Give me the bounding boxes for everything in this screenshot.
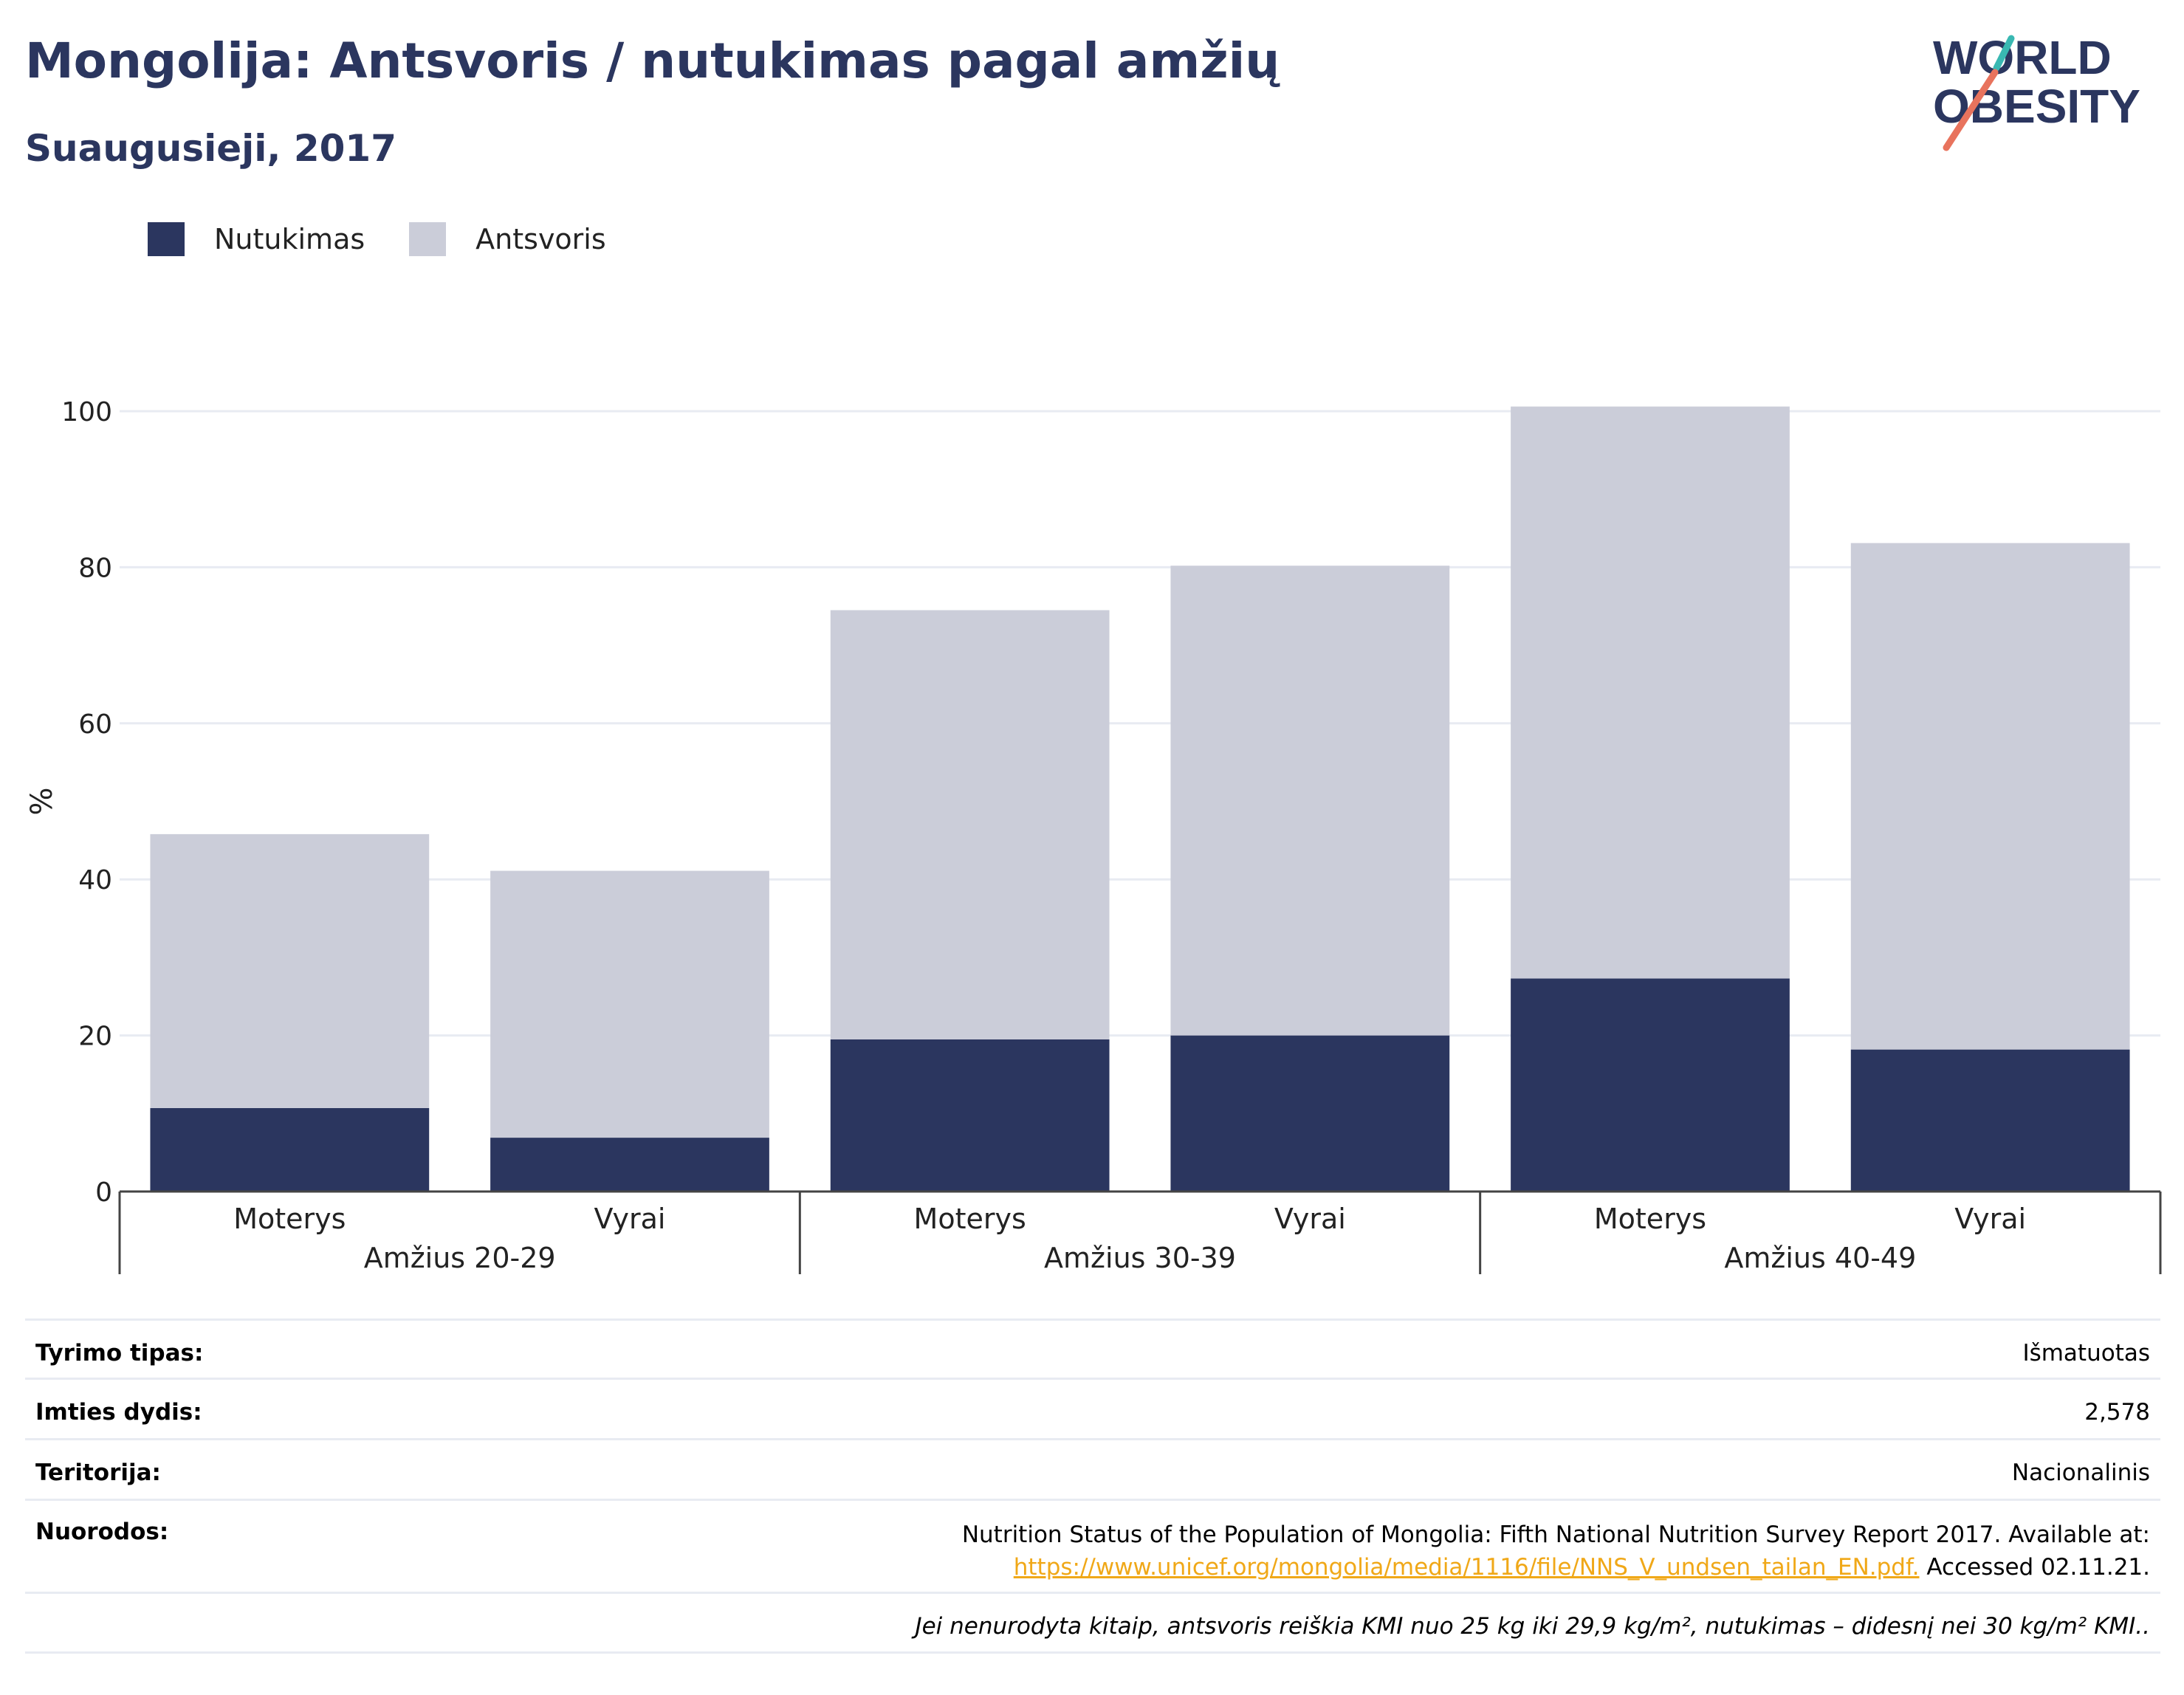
references-link-line: https://www.unicef.org/mongolia/media/11… — [962, 1551, 2150, 1584]
bar-overweight — [150, 833, 430, 1108]
legend-item-overweight[interactable]: Antsvoris — [409, 222, 606, 256]
references-value: Nutrition Status of the Population of Mo… — [962, 1519, 2160, 1584]
survey-type-label: Tyrimo tipas: — [35, 1340, 204, 1366]
bar-obesity — [830, 1039, 1110, 1192]
legend-swatch-obesity — [148, 222, 185, 256]
x-tick-label: Moterys — [1594, 1203, 1706, 1235]
chart-title: Mongolija: Antsvoris / nutukimas pagal a… — [25, 32, 1280, 89]
logo-word-obesity: OBESITY — [1933, 80, 2140, 133]
age-group-label: Amžius 20-29 — [364, 1242, 556, 1274]
y-tick-label: 0 — [95, 1177, 112, 1208]
bar-obesity — [1170, 1035, 1450, 1192]
y-tick-label: 100 — [61, 397, 112, 427]
definition-note: Jei nenurodyta kitaip, antsvoris reiškia… — [915, 1613, 2150, 1640]
info-row-note: Jei nenurodyta kitaip, antsvoris reiškia… — [25, 1592, 2160, 1654]
bar-obesity — [490, 1138, 769, 1192]
bar-overweight — [830, 610, 1110, 1039]
x-tick-label: Moterys — [233, 1203, 346, 1235]
bar-overweight — [490, 870, 769, 1138]
logo-word-world: WORLD — [1933, 31, 2112, 84]
logo-slash-teal — [1993, 35, 2015, 72]
bar-overweight — [1170, 565, 1450, 1036]
survey-info-table: Tyrimo tipas: Išmatuotas Imties dydis: 2… — [25, 1318, 2160, 1654]
references-text: Nutrition Status of the Population of Mo… — [961, 1522, 2150, 1548]
info-row-references: Nuorodos: Nutrition Status of the Popula… — [25, 1499, 2160, 1592]
references-label: Nuorodos: — [35, 1519, 169, 1545]
info-row-territory: Teritorija: Nacionalinis — [25, 1438, 2160, 1499]
bar-obesity — [1850, 1049, 2130, 1192]
bar-obesity — [1511, 978, 1790, 1192]
legend-label-overweight: Antsvoris — [475, 223, 606, 255]
references-link[interactable]: https://www.unicef.org/mongolia/media/11… — [1013, 1554, 1920, 1581]
age-group-label: Amžius 40-49 — [1724, 1242, 1916, 1274]
y-tick-label: 20 — [78, 1022, 112, 1052]
y-tick-label: 40 — [78, 865, 112, 895]
chart-subtitle: Suaugusieji, 2017 — [25, 127, 396, 170]
legend-label-obesity: Nutukimas — [214, 223, 365, 255]
y-tick-label: 80 — [78, 553, 112, 583]
y-axis-label: % — [25, 787, 59, 815]
y-tick-label: 60 — [78, 709, 112, 740]
survey-type-value: Išmatuotas — [2022, 1340, 2150, 1366]
x-tick-label: Moterys — [914, 1203, 1026, 1235]
info-row-survey-type: Tyrimo tipas: Išmatuotas — [25, 1318, 2160, 1378]
legend: Nutukimas Antsvoris — [148, 219, 650, 260]
x-tick-label: Vyrai — [1274, 1203, 1346, 1235]
territory-value: Nacionalinis — [2011, 1460, 2150, 1486]
legend-swatch-overweight — [409, 222, 447, 256]
world-obesity-logo: WORLD OBESITY — [1933, 31, 2140, 151]
legend-item-obesity[interactable]: Nutukimas — [148, 222, 365, 256]
bar-obesity — [150, 1107, 430, 1192]
info-row-sample-size: Imties dydis: 2,578 — [25, 1378, 2160, 1438]
x-tick-label: Vyrai — [1954, 1203, 2026, 1235]
x-tick-label: Vyrai — [594, 1203, 666, 1235]
age-group-label: Amžius 30-39 — [1044, 1242, 1236, 1274]
stacked-bar-chart: 0 20 40 60 80 100% Moterys Vyrai Moterys Vyrai Mot… — [25, 397, 2162, 1274]
logo-slash-coral — [1943, 69, 1999, 151]
sample-size-label: Imties dydis: — [35, 1399, 202, 1426]
bar-overweight — [1850, 543, 2130, 1050]
bar-overweight — [1511, 406, 1790, 979]
references-accessed: Accessed 02.11.21. — [1926, 1554, 2150, 1581]
territory-label: Teritorija: — [35, 1460, 161, 1486]
sample-size-value: 2,578 — [2084, 1399, 2150, 1426]
